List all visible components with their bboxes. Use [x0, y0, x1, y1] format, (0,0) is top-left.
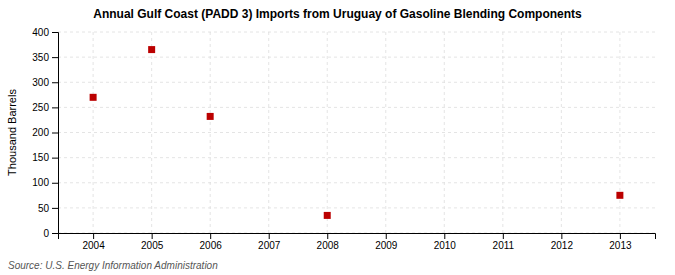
y-grid-line	[58, 32, 655, 33]
y-tick-label: 150	[32, 152, 49, 163]
x-tick: 2004	[82, 233, 105, 251]
x-grid-line	[93, 32, 94, 233]
x-tick-label: 2004	[82, 240, 105, 251]
x-tick-mark	[210, 233, 211, 239]
x-grid-line	[619, 32, 620, 233]
x-grid-line	[561, 32, 562, 233]
plot-area	[90, 46, 624, 219]
chart: 2004 2005 2006 2007 2008 2009 2010 2011 2012 2013…	[0, 0, 675, 275]
title: Annual Gulf Coast (PADD 3) Imports from …	[93, 7, 582, 21]
y-tick-mark	[52, 208, 58, 209]
x-tick: 2009	[375, 233, 398, 251]
y-tick-mark	[52, 183, 58, 184]
y-tick: 200	[32, 127, 58, 138]
y-tick: 250	[32, 102, 58, 113]
x-grid-line	[151, 32, 152, 233]
y-grid-line	[58, 57, 655, 58]
point	[148, 46, 155, 53]
x-tick-mark	[503, 233, 504, 239]
y-tick: 0	[43, 228, 58, 239]
y-tick-label: 0	[43, 228, 49, 239]
x-tick-mark	[620, 233, 621, 239]
y-tick-label: 50	[38, 203, 50, 214]
y-tick-mark	[52, 158, 58, 159]
y-tick: 100	[32, 177, 58, 188]
x-tick-label: 2008	[317, 240, 340, 251]
y-tick: 50	[38, 203, 58, 214]
x-tick: 2010	[434, 233, 457, 251]
y-grid-line	[58, 182, 655, 183]
x-tick: 2005	[141, 233, 164, 251]
x-grid-line	[385, 32, 386, 233]
y-axis-label: Thousand Barrels	[6, 89, 18, 176]
x-tick-label: 2005	[141, 240, 164, 251]
y-grid-line	[58, 132, 655, 133]
point	[207, 113, 214, 120]
x-tick-label: 2013	[609, 240, 632, 251]
y-tick-label: 300	[32, 77, 49, 88]
y-tick-label: 350	[32, 52, 49, 63]
source-note: Source: U.S. Energy Information Administ…	[8, 260, 218, 271]
x-tick-label: 2006	[200, 240, 223, 251]
x-tick-mark	[152, 233, 153, 239]
x-axis-line	[59, 234, 656, 240]
y-tick-mark	[52, 32, 58, 33]
x-tick-mark	[444, 233, 445, 239]
y-tick-mark	[52, 57, 58, 58]
y-tick-mark	[52, 233, 58, 234]
grid	[58, 32, 655, 233]
x-tick: 2006	[200, 233, 223, 251]
y-tick-label: 200	[32, 127, 49, 138]
y-tick-mark	[52, 107, 58, 108]
x-tick: 2008	[317, 233, 340, 251]
x-tick-mark	[561, 233, 562, 239]
y-tick-mark	[52, 133, 58, 134]
x-tick-label: 2010	[434, 240, 457, 251]
y-tick: 400	[32, 27, 58, 38]
x-grid-line	[327, 32, 328, 233]
y-tick-mark	[52, 82, 58, 83]
y-tick: 150	[32, 152, 58, 163]
x-tick-mark	[93, 233, 94, 239]
point	[90, 94, 97, 101]
x-tick: 2013	[609, 233, 632, 251]
x-tick: 2007	[258, 233, 281, 251]
x-tick-label: 2009	[375, 240, 398, 251]
x-tick: 2011	[493, 233, 515, 251]
x-tick-label: 2011	[493, 240, 515, 251]
x-tick-label: 2007	[258, 240, 281, 251]
y-grid-line	[58, 82, 655, 83]
x-tick-label: 2012	[551, 240, 574, 251]
y-tick-label: 400	[32, 27, 49, 38]
y-grid-line	[58, 207, 655, 208]
x-tick-mark	[269, 233, 270, 239]
y-axis-line	[52, 33, 59, 234]
y-tick: 300	[32, 77, 58, 88]
y-tick-label: 250	[32, 102, 49, 113]
point	[324, 212, 331, 219]
point	[616, 192, 623, 199]
x-tick-mark	[386, 233, 387, 239]
x-axis: 2004 2005 2006 2007 2008 2009 2010 2011 2012 2013	[59, 233, 656, 251]
y-grid-line	[58, 107, 655, 108]
y-grid-line	[58, 157, 655, 158]
y-axis: 0 50 100 150 200 250 300 350 400	[32, 27, 58, 239]
x-tick: 2012	[551, 233, 574, 251]
x-tick-mark	[327, 233, 328, 239]
y-tick: 350	[32, 52, 58, 63]
y-tick-label: 100	[32, 177, 49, 188]
